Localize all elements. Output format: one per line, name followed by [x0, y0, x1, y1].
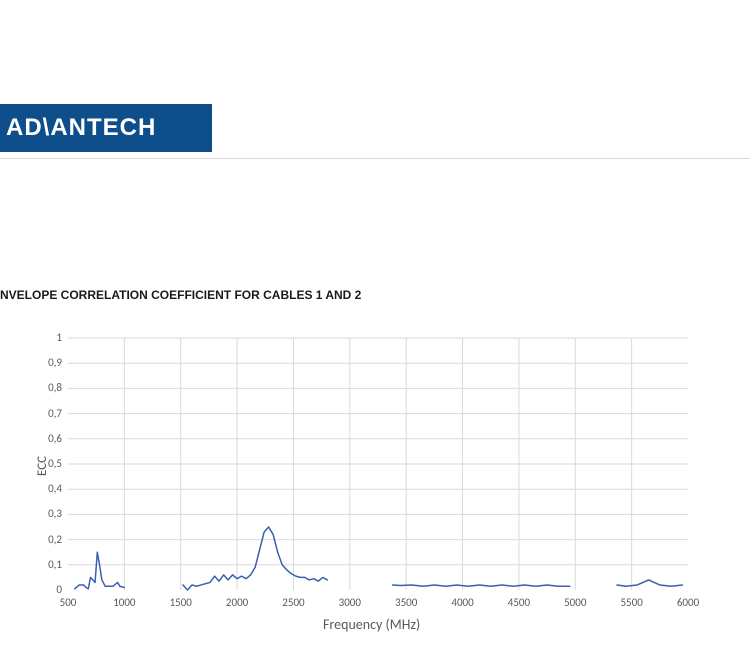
y-tick-label: 0,8 — [30, 381, 62, 394]
y-tick-label: 1 — [30, 331, 62, 344]
x-tick-label: 2500 — [273, 596, 313, 609]
x-tick-label: 5000 — [555, 596, 595, 609]
x-tick-label: 1000 — [104, 596, 144, 609]
chart-plot-area — [30, 330, 690, 592]
x-tick-label: 3000 — [330, 596, 370, 609]
x-tick-label: 2000 — [217, 596, 257, 609]
brand-logo-text: AD\ANTECH — [6, 114, 156, 142]
y-tick-label: 0,2 — [30, 533, 62, 546]
x-axis-label: Frequency (MHz) — [323, 616, 420, 633]
x-tick-label: 4500 — [499, 596, 539, 609]
x-tick-label: 3500 — [386, 596, 426, 609]
y-tick-label: 0,6 — [30, 432, 62, 445]
header-divider — [0, 158, 750, 159]
x-tick-label: 6000 — [668, 596, 708, 609]
y-tick-label: 0,4 — [30, 482, 62, 495]
y-tick-label: 0,1 — [30, 558, 62, 571]
y-tick-label: 0 — [30, 583, 62, 596]
y-tick-label: 0,3 — [30, 507, 62, 520]
y-tick-label: 0,5 — [30, 457, 62, 470]
x-tick-label: 5500 — [612, 596, 652, 609]
x-tick-label: 500 — [48, 596, 88, 609]
ecc-line-chart: ECC Frequency (MHz) 00,10,20,30,40,50,60… — [30, 330, 710, 640]
chart-title: NVELOPE CORRELATION COEFFICIENT FOR CABL… — [0, 288, 361, 302]
x-tick-label: 4000 — [443, 596, 483, 609]
y-tick-label: 0,9 — [30, 356, 62, 369]
y-tick-label: 0,7 — [30, 407, 62, 420]
brand-logo: AD\ANTECH — [0, 104, 212, 152]
x-tick-label: 1500 — [161, 596, 201, 609]
